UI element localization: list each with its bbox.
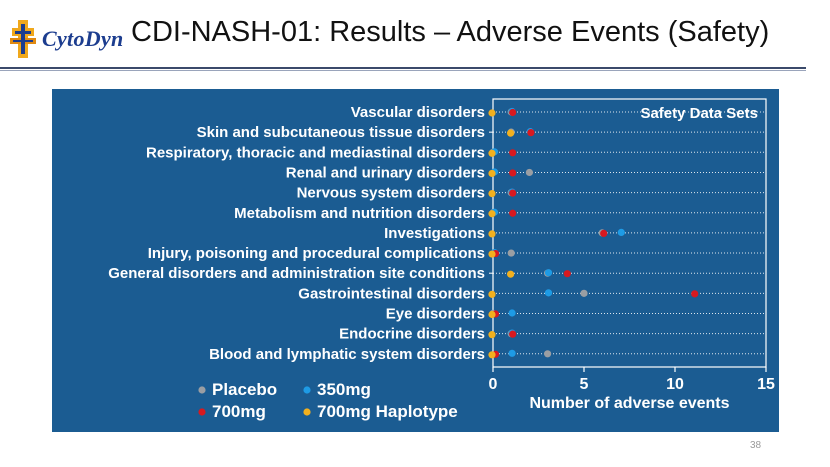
plot-frame xyxy=(492,98,767,368)
data-point-700mg xyxy=(509,189,517,197)
data-point-700mg-haplotype xyxy=(507,270,515,278)
category-label: Eye disorders xyxy=(386,306,485,323)
category-label: Investigations xyxy=(384,225,485,242)
data-point-700mg-haplotype xyxy=(488,149,496,157)
data-point-700mg xyxy=(509,169,517,177)
data-point-700mg xyxy=(509,330,517,338)
legend-label: 700mg xyxy=(212,402,266,421)
data-point-350mg xyxy=(544,289,553,297)
data-point-700mg xyxy=(600,229,608,237)
x-tick-label: 10 xyxy=(666,376,684,393)
title-divider-thin xyxy=(0,70,806,71)
page-number: 38 xyxy=(750,440,762,451)
category-label: Gastrointestinal disorders xyxy=(298,285,485,302)
legend-marker xyxy=(303,408,311,416)
adverse-events-chart: Vascular disorders Skin and subcutaneous … xyxy=(108,98,775,421)
data-point-700mg-haplotype xyxy=(507,129,515,137)
data-point-700mg xyxy=(509,209,517,217)
data-point-350mg xyxy=(508,349,516,357)
category-label: Respiratory, thoracic and mediastinal di… xyxy=(146,144,485,161)
data-point-700mg-haplotype xyxy=(488,169,496,178)
category-label: Injury, poisoning and procedural complic… xyxy=(148,245,485,262)
category-label: General disorders and administration sit… xyxy=(108,265,485,282)
legend-marker xyxy=(198,386,206,394)
data-point-350mg xyxy=(508,309,516,317)
data-point-700mg-haplotype xyxy=(488,190,496,198)
category-label: Nervous system disorders xyxy=(297,185,485,202)
title-divider xyxy=(0,67,806,69)
data-point-placebo xyxy=(544,350,552,358)
data-point-700mg-haplotype xyxy=(488,250,496,258)
category-label: Vascular disorders xyxy=(351,104,485,121)
data-point-700mg-haplotype xyxy=(488,230,496,238)
data-point-700mg xyxy=(509,108,517,117)
data-point-700mg xyxy=(691,290,699,298)
x-tick-label: 5 xyxy=(580,376,589,393)
legend-marker xyxy=(303,386,311,394)
data-point-placebo xyxy=(525,168,533,177)
data-point-700mg xyxy=(527,129,535,137)
chart-panel: Vascular disorders Skin and subcutaneous … xyxy=(52,89,779,432)
data-point-700mg-haplotype xyxy=(488,109,496,117)
category-label: Blood and lymphatic system disorders xyxy=(209,346,485,363)
legend-marker xyxy=(198,408,206,416)
data-point-350mg xyxy=(544,269,553,277)
category-label: Renal and urinary disorders xyxy=(286,164,485,181)
data-point-placebo xyxy=(507,249,515,257)
cytodyn-logo: CytoDyn xyxy=(8,18,123,60)
data-point-700mg-haplotype xyxy=(488,210,496,218)
x-tick-label: 15 xyxy=(757,376,775,393)
logo-text: CytoDyn xyxy=(42,26,124,51)
page-title: CDI-NASH-01: Results – Adverse Events (S… xyxy=(131,16,770,48)
data-point-350mg xyxy=(617,228,625,236)
data-point-placebo xyxy=(580,289,588,297)
x-axis-label: Number of adverse events xyxy=(529,395,729,412)
data-point-700mg-haplotype xyxy=(488,290,496,298)
legend-title: Safety Data Sets xyxy=(640,105,758,122)
legend-label: 350mg xyxy=(317,380,371,399)
data-point-700mg xyxy=(563,270,571,278)
x-tick-label: 0 xyxy=(489,376,498,393)
data-point-700mg-haplotype xyxy=(488,351,496,359)
data-point-700mg-haplotype xyxy=(488,310,496,319)
category-label: Metabolism and nutrition disorders xyxy=(234,205,485,222)
data-point-700mg-haplotype xyxy=(488,331,496,339)
legend-label: Placebo xyxy=(212,380,277,399)
category-label: Endocrine disorders xyxy=(339,326,485,343)
legend-label: 700mg Haplotype xyxy=(317,402,458,421)
data-point-700mg xyxy=(509,149,517,157)
category-label: Skin and subcutaneous tissue disorders xyxy=(197,124,485,141)
logo-mark-icon xyxy=(10,20,36,58)
